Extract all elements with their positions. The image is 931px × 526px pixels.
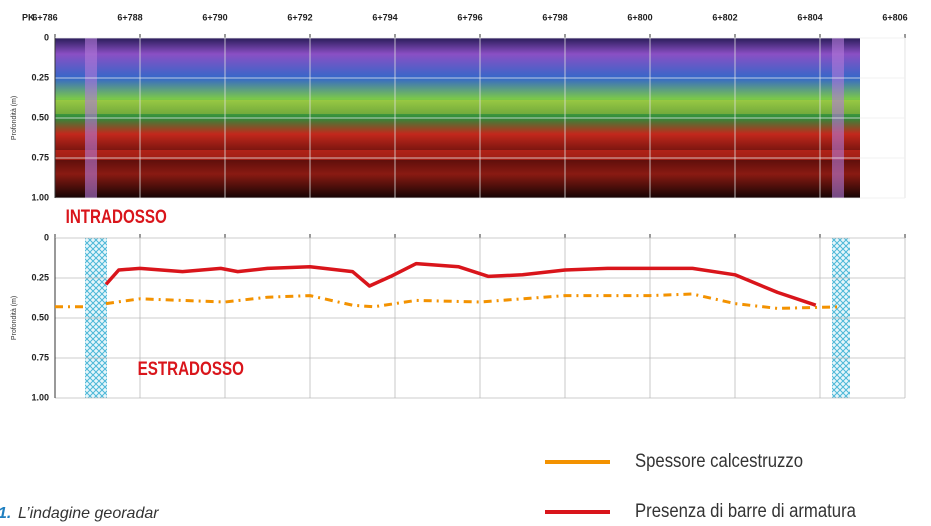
x-tick-label: 6+792 <box>287 12 312 22</box>
x-tick-label: 6+788 <box>117 12 142 22</box>
y-tick-label: 1.00 <box>31 392 49 402</box>
y-tick-label: 0.50 <box>31 112 49 122</box>
y-tick-label: 0.75 <box>31 152 49 162</box>
y-tick-label: 0.75 <box>31 352 49 362</box>
annotation: INTRADOSSO <box>66 205 167 227</box>
y-tick-label: 0.50 <box>31 312 49 322</box>
annotation: ESTRADOSSO <box>138 357 244 379</box>
y-tick-label: 0.25 <box>31 272 49 282</box>
x-axis-prefix: PK <box>22 12 35 22</box>
legend-label: Presenza di barre di armatura <box>635 500 856 521</box>
x-tick-label: 6+800 <box>627 12 652 22</box>
y-axis-title: Profondità (m) <box>11 96 18 140</box>
x-tick-label: 6+804 <box>797 12 822 22</box>
x-tick-label: 6+802 <box>712 12 737 22</box>
y-tick-label: 0 <box>44 32 49 42</box>
radargram-band <box>55 100 860 114</box>
x-tick-label: 6+798 <box>542 12 567 22</box>
x-tick-label: 6+790 <box>202 12 227 22</box>
axes: 0 0.25 0.50 0.75 1.00 0 0.25 0.50 0.75 1.00 6+786 6… <box>31 12 907 402</box>
y-tick-label: 0.25 <box>31 72 49 82</box>
caption-number: 1. <box>0 505 11 522</box>
series-line <box>104 261 817 307</box>
radargram-band <box>55 150 860 160</box>
x-tick-label: 6+786 <box>32 12 57 22</box>
x-tick-label: 6+806 <box>882 12 907 22</box>
y-tick-label: 0 <box>44 232 49 242</box>
y-axis-title: Profondità (m) <box>11 296 18 340</box>
x-tick-label: 6+794 <box>372 12 397 22</box>
caption: L’indagine georadar <box>18 505 159 522</box>
legend: Spessore calcestruzzo Presenza di barre d… <box>545 450 856 521</box>
legend-label: Spessore calcestruzzo <box>635 450 803 471</box>
y-tick-label: 1.00 <box>31 192 49 202</box>
series-line <box>55 292 842 310</box>
x-tick-label: 6+796 <box>457 12 482 22</box>
